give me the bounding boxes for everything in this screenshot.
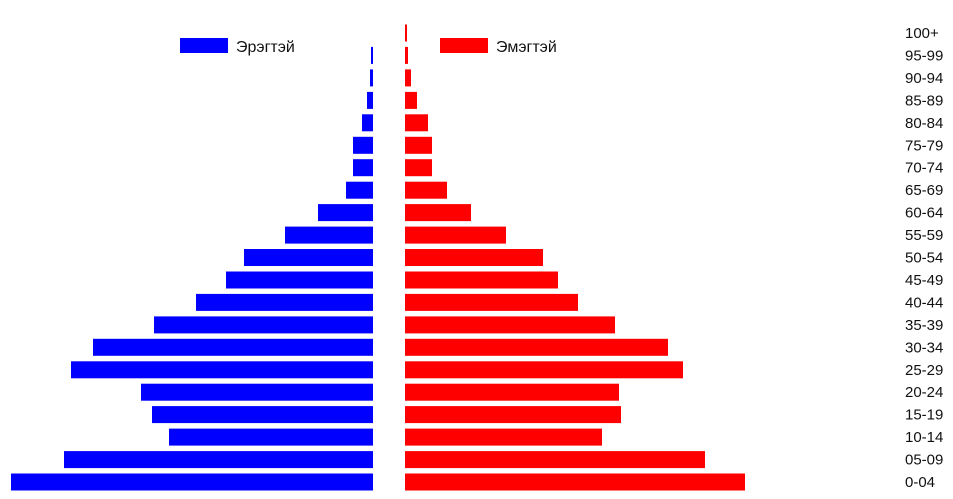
age-label-95-99: 95-99 bbox=[905, 47, 943, 64]
age-label-10-14: 10-14 bbox=[905, 429, 943, 446]
female-bar-25-29 bbox=[405, 361, 683, 379]
male-bar-35-39 bbox=[154, 316, 373, 334]
age-label-85-89: 85-89 bbox=[905, 92, 943, 109]
legend-label-female: Эмэгтэй bbox=[496, 39, 557, 56]
female-bar-55-59 bbox=[405, 226, 506, 244]
female-bar-05-09 bbox=[405, 451, 705, 469]
female-bar-65-69 bbox=[405, 181, 447, 199]
male-bar-20-24 bbox=[141, 383, 373, 401]
age-label-100+: 100+ bbox=[905, 25, 939, 42]
age-label-0-04: 0-04 bbox=[905, 474, 935, 491]
male-bar-90-94 bbox=[370, 69, 373, 87]
male-bar-0-04 bbox=[11, 473, 373, 491]
male-bar-95-99 bbox=[371, 46, 373, 64]
female-bar-60-64 bbox=[405, 204, 471, 222]
female-bar-30-34 bbox=[405, 338, 668, 356]
age-label-35-39: 35-39 bbox=[905, 317, 943, 334]
female-bar-40-44 bbox=[405, 293, 578, 311]
female-bar-85-89 bbox=[405, 91, 417, 109]
legend-swatch-male bbox=[180, 38, 228, 53]
female-bar-15-19 bbox=[405, 406, 621, 424]
male-bar-05-09 bbox=[64, 451, 373, 469]
age-label-30-34: 30-34 bbox=[905, 339, 943, 356]
female-bar-20-24 bbox=[405, 383, 619, 401]
female-bar-80-84 bbox=[405, 114, 428, 132]
age-label-25-29: 25-29 bbox=[905, 362, 943, 379]
female-bar-75-79 bbox=[405, 136, 432, 154]
male-bar-15-19 bbox=[152, 406, 373, 424]
legend-swatch-female bbox=[440, 38, 488, 53]
female-bars bbox=[405, 24, 745, 491]
female-bar-10-14 bbox=[405, 428, 602, 446]
female-bar-70-74 bbox=[405, 159, 432, 177]
age-label-50-54: 50-54 bbox=[905, 250, 943, 267]
male-bar-85-89 bbox=[367, 91, 373, 109]
female-bar-50-54 bbox=[405, 249, 543, 266]
age-label-55-59: 55-59 bbox=[905, 227, 943, 244]
male-bar-45-49 bbox=[226, 271, 373, 289]
age-group-labels: 0-04 05-09 10-14 15-19 20-24 25-29 30-34 35-39 4… bbox=[905, 25, 943, 491]
male-bar-30-34 bbox=[93, 338, 373, 356]
male-bar-40-44 bbox=[196, 293, 373, 311]
age-label-60-64: 60-64 bbox=[905, 205, 943, 222]
age-label-70-74: 70-74 bbox=[905, 160, 943, 177]
age-label-20-24: 20-24 bbox=[905, 384, 943, 401]
female-bar-35-39 bbox=[405, 316, 615, 334]
age-label-15-19: 15-19 bbox=[905, 407, 943, 424]
legend: Эрэгтэй Эмэгтэй bbox=[180, 38, 557, 56]
female-bar-0-04 bbox=[405, 473, 745, 491]
male-bar-70-74 bbox=[353, 159, 373, 177]
age-label-05-09: 05-09 bbox=[905, 452, 943, 469]
male-bar-60-64 bbox=[318, 204, 373, 222]
female-bar-90-94 bbox=[405, 69, 411, 87]
age-label-75-79: 75-79 bbox=[905, 137, 943, 154]
male-bars bbox=[11, 46, 373, 491]
age-label-90-94: 90-94 bbox=[905, 70, 943, 87]
male-bar-55-59 bbox=[285, 226, 373, 244]
male-bar-10-14 bbox=[169, 428, 373, 446]
female-bar-95-99 bbox=[405, 46, 408, 64]
male-bar-65-69 bbox=[346, 181, 373, 199]
female-bar-45-49 bbox=[405, 271, 558, 289]
female-bar-100+ bbox=[405, 24, 407, 42]
age-label-40-44: 40-44 bbox=[905, 294, 943, 311]
age-label-80-84: 80-84 bbox=[905, 115, 943, 132]
age-label-65-69: 65-69 bbox=[905, 182, 943, 199]
male-bar-25-29 bbox=[71, 361, 373, 379]
male-bar-80-84 bbox=[362, 114, 373, 132]
male-bar-50-54 bbox=[244, 249, 373, 266]
male-bar-75-79 bbox=[353, 136, 373, 154]
legend-label-male: Эрэгтэй bbox=[236, 39, 295, 56]
age-label-45-49: 45-49 bbox=[905, 272, 943, 289]
